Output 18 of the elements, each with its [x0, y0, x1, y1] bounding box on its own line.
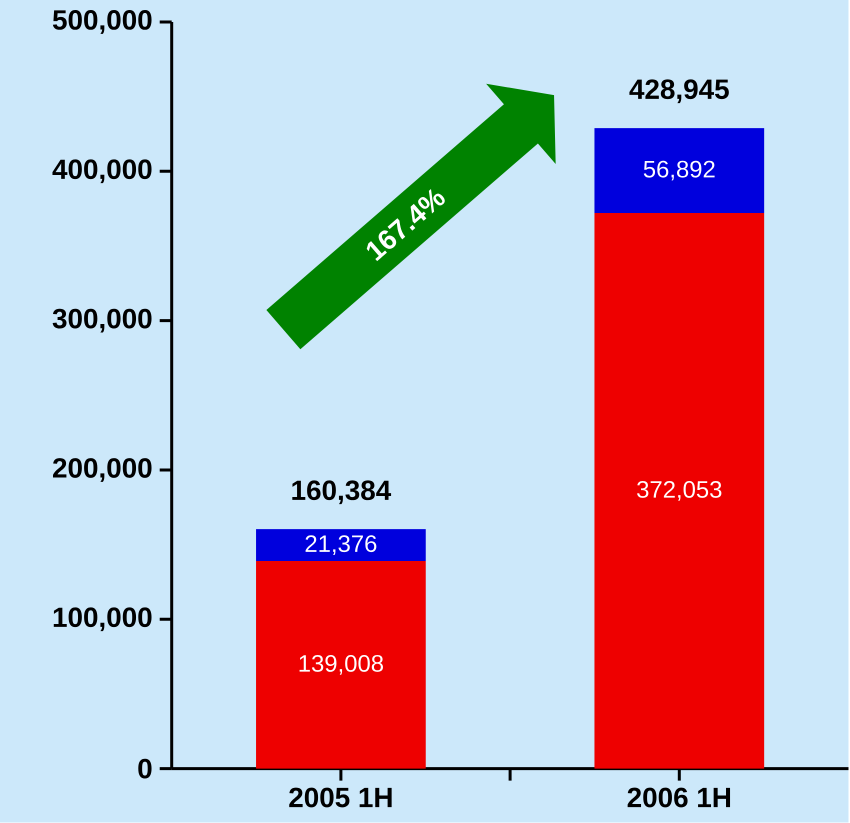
y-tick-label: 300,000	[52, 308, 152, 333]
data-label: 139,008	[300, 655, 383, 675]
data-label: 372,053	[637, 481, 722, 501]
y-tick-label: 500,000	[52, 10, 152, 34]
data-label: 21,376	[306, 535, 376, 556]
y-tick-label: 100,000	[54, 608, 152, 632]
data-label: 56,892	[644, 160, 715, 181]
total-label: 160,384	[292, 480, 392, 504]
y-tick-label: 200,000	[53, 458, 152, 482]
y-tick-label: 0	[138, 758, 152, 779]
x-tick-label: 2006 1H	[628, 788, 730, 808]
y-tick-label: 400,000	[52, 160, 152, 184]
bar	[256, 529, 426, 562]
total-label: 428,945	[629, 80, 729, 104]
bar	[594, 213, 764, 769]
x-tick-label: 2005 1H	[289, 788, 392, 808]
bar	[594, 128, 764, 214]
bar	[256, 561, 426, 769]
